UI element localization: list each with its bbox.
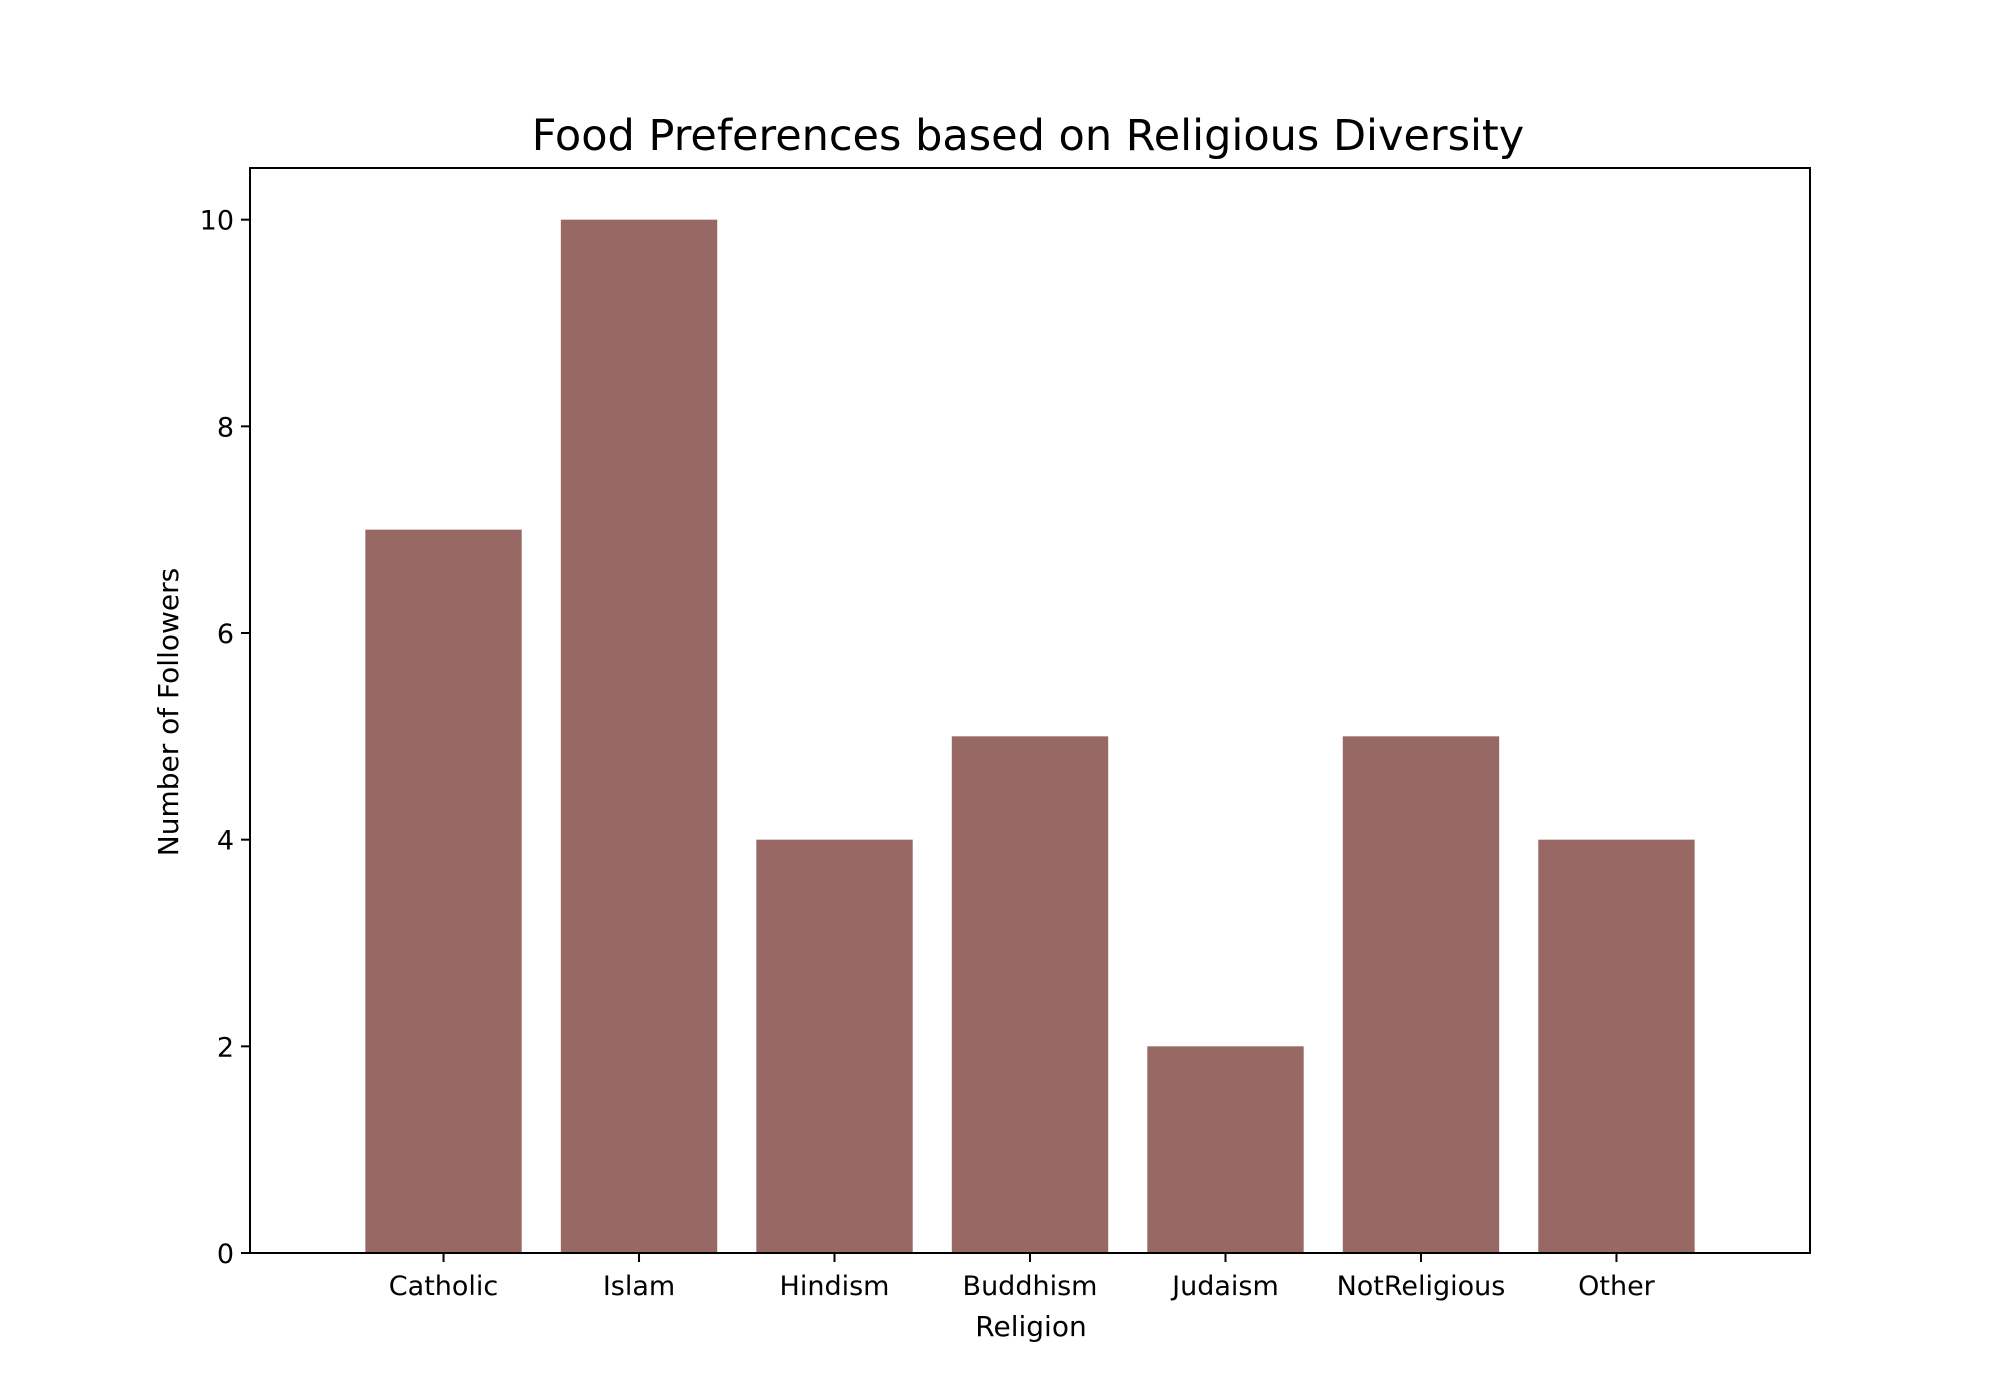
x-tick-label: Judaism (1170, 1271, 1279, 1302)
bar-catholic (365, 529, 522, 1253)
y-tick-label: 0 (217, 1239, 234, 1270)
x-axis-ticks: Catholic Islam Hindism Buddhism Judaism NotRe… (389, 1253, 1656, 1302)
chart-title: Food Preferences based on Religious Dive… (532, 111, 1525, 161)
y-tick-label: 10 (200, 206, 234, 237)
x-tick-label: Hindism (780, 1271, 890, 1302)
bar-buddhism (951, 736, 1109, 1253)
x-tick-label: NotReligious (1337, 1271, 1506, 1302)
y-axis-ticks: 0 2 4 6 8 10 (200, 206, 250, 1270)
x-tick-label: Catholic (389, 1271, 498, 1302)
bar-other (1538, 839, 1695, 1253)
y-axis-label: Number of Followers (152, 568, 185, 856)
y-tick-label: 4 (217, 826, 234, 857)
x-tick-label: Other (1578, 1271, 1656, 1302)
bar-notreligious (1342, 736, 1500, 1253)
x-tick-label: Buddhism (963, 1271, 1098, 1302)
bar-judaism (1147, 1046, 1304, 1253)
bars-group (365, 219, 1695, 1254)
y-tick-label: 8 (217, 412, 234, 443)
plot-frame (249, 167, 1811, 1254)
x-axis-label: Religion (975, 1310, 1086, 1343)
bar-hindism (756, 839, 913, 1253)
x-tick-label: Islam (603, 1271, 675, 1302)
bar-islam (560, 219, 718, 1254)
y-tick-label: 2 (217, 1032, 234, 1063)
y-tick-label: 6 (217, 619, 234, 650)
